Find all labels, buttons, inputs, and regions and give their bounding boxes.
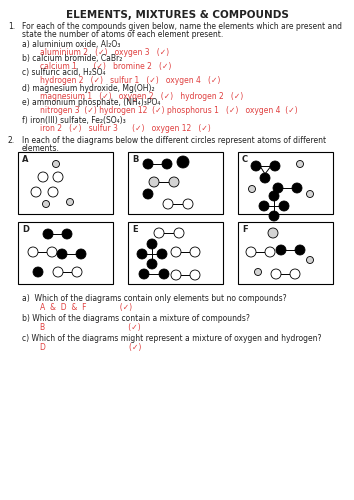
Circle shape <box>292 183 302 193</box>
Text: C: C <box>242 155 248 164</box>
Circle shape <box>72 267 82 277</box>
Circle shape <box>171 270 181 280</box>
Circle shape <box>38 172 48 182</box>
Circle shape <box>52 160 59 168</box>
Circle shape <box>290 269 300 279</box>
Circle shape <box>43 229 53 239</box>
Circle shape <box>139 269 149 279</box>
Text: e) ammonium phosphate, (NH₄)₃PO₄: e) ammonium phosphate, (NH₄)₃PO₄ <box>22 98 160 107</box>
Bar <box>238 222 333 284</box>
Circle shape <box>255 268 262 276</box>
Circle shape <box>163 199 173 209</box>
Circle shape <box>270 161 280 171</box>
Text: D                                   (✓): D (✓) <box>40 343 141 352</box>
Bar <box>238 152 333 214</box>
Text: D: D <box>22 225 29 234</box>
Text: magnesium 1   (✓)   oxygen 2   (✓)   hydrogen 2   (✓): magnesium 1 (✓) oxygen 2 (✓) hydrogen 2 … <box>40 92 243 101</box>
Circle shape <box>147 239 157 249</box>
Bar <box>128 222 223 284</box>
Circle shape <box>307 256 314 264</box>
Circle shape <box>183 199 193 209</box>
Circle shape <box>159 269 169 279</box>
Circle shape <box>147 259 157 269</box>
Circle shape <box>251 161 261 171</box>
Text: d) magnesium hydroxide, Mg(OH)₂: d) magnesium hydroxide, Mg(OH)₂ <box>22 84 155 93</box>
Text: For each of the compounds given below, name the elements which are present and: For each of the compounds given below, n… <box>22 22 342 31</box>
Text: ELEMENTS, MIXTURES & COMPOUNDS: ELEMENTS, MIXTURES & COMPOUNDS <box>65 10 289 20</box>
Circle shape <box>190 270 200 280</box>
Circle shape <box>53 172 63 182</box>
Text: F: F <box>242 225 248 234</box>
Circle shape <box>265 247 275 257</box>
Text: nitrogen 3  (✓) hydrogen 12  (✓) phosphorus 1   (✓)   oxygen 4  (✓): nitrogen 3 (✓) hydrogen 12 (✓) phosphoru… <box>40 106 298 115</box>
Text: b) Which of the diagrams contain a mixture of compounds?: b) Which of the diagrams contain a mixtu… <box>22 314 250 323</box>
Bar <box>18 222 113 284</box>
Circle shape <box>162 159 172 169</box>
Circle shape <box>137 249 147 259</box>
Circle shape <box>48 187 58 197</box>
Text: hydrogen 2   (✓)   sulfur 1   (✓)   oxygen 4   (✓): hydrogen 2 (✓) sulfur 1 (✓) oxygen 4 (✓) <box>40 76 221 85</box>
Circle shape <box>157 249 167 259</box>
Text: calcium 1       (✓)   bromine 2   (✓): calcium 1 (✓) bromine 2 (✓) <box>40 62 171 71</box>
Circle shape <box>279 201 289 211</box>
Circle shape <box>259 201 269 211</box>
Text: a)  Which of the diagrams contain only elements but no compounds?: a) Which of the diagrams contain only el… <box>22 294 287 303</box>
Text: B                                   (✓): B (✓) <box>40 323 141 332</box>
Text: elements.: elements. <box>22 144 60 153</box>
Circle shape <box>268 228 278 238</box>
Circle shape <box>297 160 303 168</box>
Circle shape <box>143 159 153 169</box>
Circle shape <box>154 228 164 238</box>
Text: A: A <box>22 155 29 164</box>
Text: aluminium 2   (✓)   oxygen 3   (✓): aluminium 2 (✓) oxygen 3 (✓) <box>40 48 169 57</box>
Circle shape <box>295 245 305 255</box>
Circle shape <box>28 247 38 257</box>
Circle shape <box>57 249 67 259</box>
Circle shape <box>177 156 189 168</box>
Circle shape <box>169 177 179 187</box>
Circle shape <box>273 183 283 193</box>
Circle shape <box>149 177 159 187</box>
Circle shape <box>269 211 279 221</box>
Circle shape <box>249 186 256 192</box>
Bar <box>18 152 113 214</box>
Text: A  &  D  &  F              (✓): A & D & F (✓) <box>40 303 132 312</box>
Text: E: E <box>132 225 138 234</box>
Text: iron 2   (✓)   sulfur 3      (✓)   oxygen 12   (✓): iron 2 (✓) sulfur 3 (✓) oxygen 12 (✓) <box>40 124 211 133</box>
Circle shape <box>33 267 43 277</box>
Circle shape <box>190 247 200 257</box>
Circle shape <box>42 200 50 207</box>
Circle shape <box>271 269 281 279</box>
Text: f) iron(III) sulfate, Fe₂(SO₄)₃: f) iron(III) sulfate, Fe₂(SO₄)₃ <box>22 116 126 125</box>
Circle shape <box>276 245 286 255</box>
Circle shape <box>269 191 279 201</box>
Text: c) sulfuric acid, H₂SO₄: c) sulfuric acid, H₂SO₄ <box>22 68 105 77</box>
Circle shape <box>246 247 256 257</box>
Circle shape <box>174 228 184 238</box>
Circle shape <box>47 247 57 257</box>
Circle shape <box>260 173 270 183</box>
Text: 1.: 1. <box>8 22 15 31</box>
Text: 2.: 2. <box>8 136 15 145</box>
Circle shape <box>307 190 314 198</box>
Circle shape <box>67 198 74 205</box>
Circle shape <box>53 267 63 277</box>
Text: c) Which of the diagrams might represent a mixture of oxygen and hydrogen?: c) Which of the diagrams might represent… <box>22 334 321 343</box>
Text: a) aluminium oxide, Al₂O₃: a) aluminium oxide, Al₂O₃ <box>22 40 120 49</box>
Circle shape <box>76 249 86 259</box>
Bar <box>128 152 223 214</box>
Circle shape <box>171 247 181 257</box>
Text: B: B <box>132 155 138 164</box>
Text: In each of the diagrams below the different circles represent atoms of different: In each of the diagrams below the differ… <box>22 136 326 145</box>
Circle shape <box>143 189 153 199</box>
Text: state the number of atoms of each element present.: state the number of atoms of each elemen… <box>22 30 223 39</box>
Circle shape <box>62 229 72 239</box>
Circle shape <box>31 187 41 197</box>
Text: b) calcium bromide, CaBr₂: b) calcium bromide, CaBr₂ <box>22 54 122 63</box>
